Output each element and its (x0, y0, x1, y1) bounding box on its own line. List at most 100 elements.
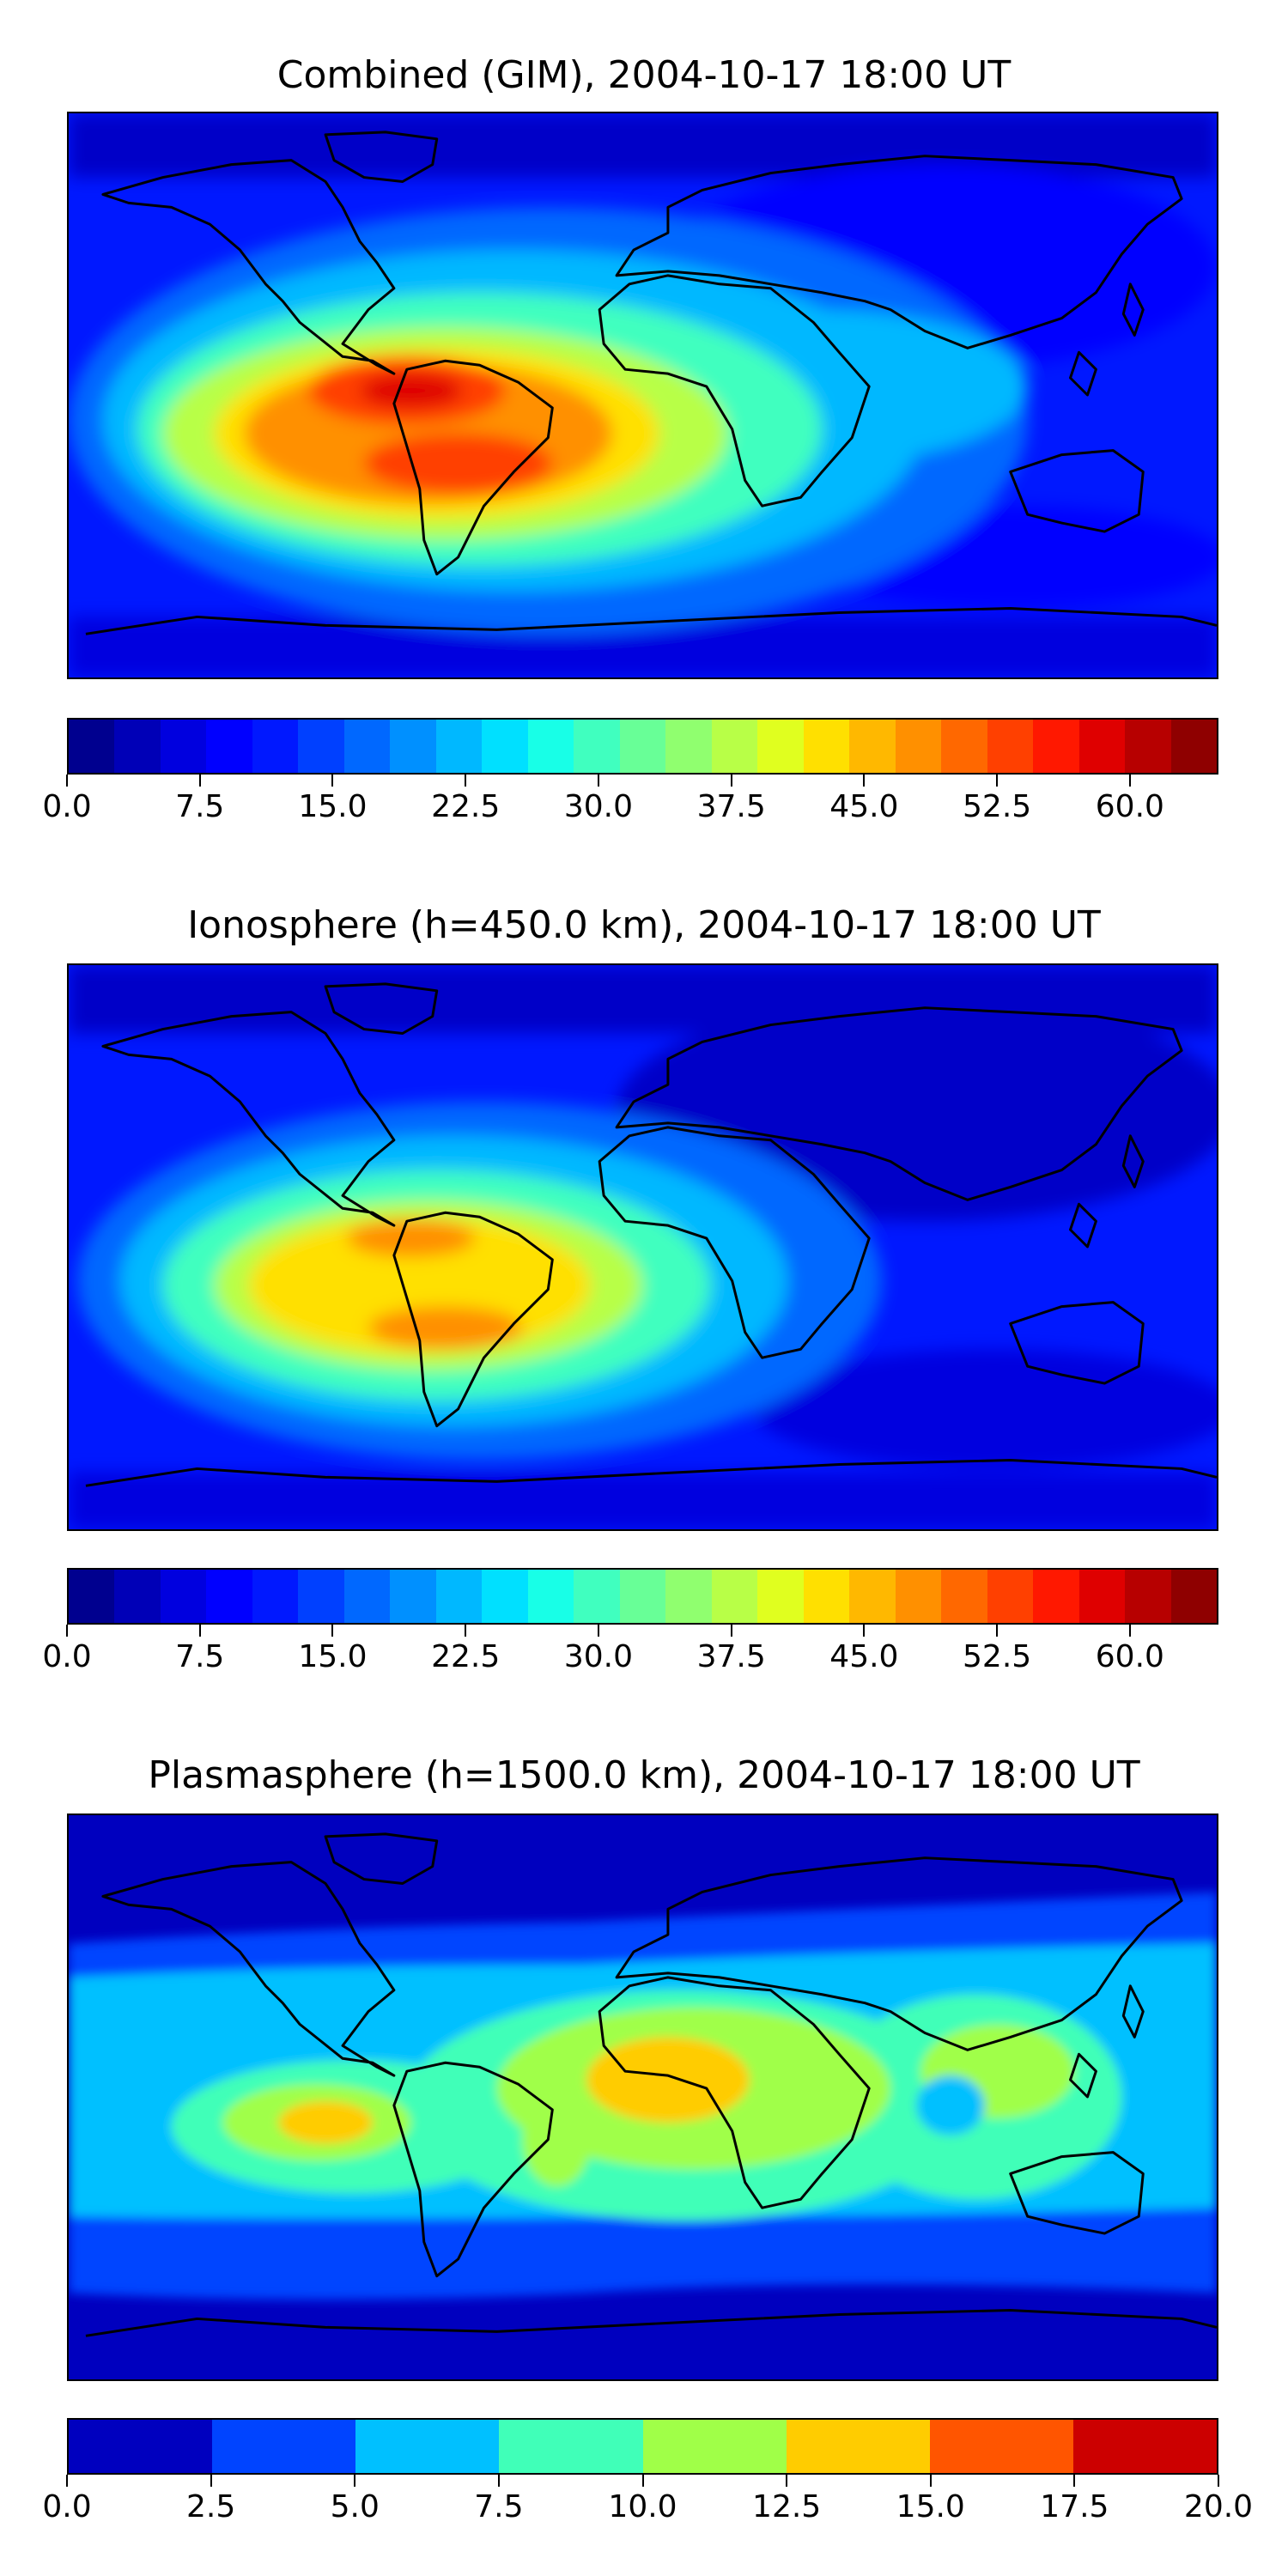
colorbar-segment (435, 1570, 483, 1623)
colorbar-tick-label: 5.0 (330, 2489, 380, 2524)
colorbar-tick-label: 17.5 (1040, 2489, 1109, 2524)
colorbar-segment (206, 1570, 252, 1623)
colorbar-tick (730, 775, 732, 787)
colorbar-segment (895, 1570, 942, 1623)
colorbar-tick-label: 15.0 (298, 789, 368, 824)
colorbar-tick-label: 15.0 (896, 2489, 965, 2524)
colorbar-segment (757, 1570, 804, 1623)
colorbar-segment (1033, 1570, 1079, 1623)
colorbar-segment (252, 720, 299, 773)
colorbar-tick (331, 1625, 334, 1637)
colorbar-segment (619, 1570, 666, 1623)
colorbar-segment (298, 1570, 344, 1623)
colorbar-segment (987, 1570, 1034, 1623)
colorbar-tick (1218, 2475, 1219, 2487)
colorbar-tick-label: 22.5 (431, 1639, 501, 1674)
colorbar-tick (597, 1625, 599, 1637)
colorbar-segment (482, 1570, 528, 1623)
colorbar-segment (298, 720, 344, 773)
colorbar-tick-label: 7.5 (474, 2489, 524, 2524)
colorbar-tick-label: 22.5 (431, 789, 501, 824)
colorbar-segment (665, 1570, 712, 1623)
colorbar-tick-label: 45.0 (829, 1639, 899, 1674)
colorbar-segment (252, 1570, 299, 1623)
colorbar-segment (941, 720, 987, 773)
colorbar-tick (66, 775, 68, 787)
colorbar-tick (786, 2475, 788, 2487)
colorbar-segment (711, 720, 758, 773)
colorbar-tick (331, 775, 334, 787)
colorbar-segment (390, 1570, 436, 1623)
colorbar-tick (863, 775, 866, 787)
colorbar-tick (465, 1625, 467, 1637)
colorbar-tick (1128, 775, 1131, 787)
colorbar-tick-label: 0.0 (42, 789, 92, 824)
colorbar-tick (1128, 1625, 1131, 1637)
colorbar-tick (641, 2475, 644, 2487)
colorbar-segment (849, 720, 896, 773)
colorbar-segment (69, 720, 115, 773)
colorbar-tick-label: 7.5 (175, 1639, 225, 1674)
colorbar-tick-label: 0.0 (42, 2489, 92, 2524)
colorbar-tick (863, 1625, 866, 1637)
panel-2-map (67, 963, 1218, 1531)
colorbar-segment (527, 1570, 574, 1623)
panel-3-title: Plasmasphere (h=1500.0 km), 2004-10-17 1… (148, 1753, 1140, 1797)
colorbar-tick (66, 1625, 68, 1637)
panel-2-colorbar (67, 1568, 1218, 1625)
colorbar-segment (206, 720, 252, 773)
colorbar-segment (114, 1570, 161, 1623)
colorbar-segment (482, 720, 528, 773)
colorbar-segment (114, 720, 161, 773)
colorbar-tick (465, 775, 467, 787)
colorbar-segment (499, 2420, 643, 2473)
colorbar-segment (1078, 1570, 1126, 1623)
colorbar-segment (619, 720, 666, 773)
colorbar-segment (642, 2420, 787, 2473)
colorbar-segment (711, 1570, 758, 1623)
colorbar-tick (354, 2475, 356, 2487)
colorbar-tick (210, 2475, 212, 2487)
colorbar-segment (757, 720, 804, 773)
colorbar-segment (1170, 720, 1217, 773)
colorbar-segment (895, 720, 942, 773)
colorbar-segment (435, 720, 483, 773)
colorbar-tick-label: 52.5 (963, 1639, 1032, 1674)
colorbar-segment (849, 1570, 896, 1623)
colorbar-tick (198, 775, 201, 787)
colorbar-tick-label: 15.0 (298, 1639, 368, 1674)
colorbar-segment (574, 1570, 620, 1623)
colorbar-tick-label: 60.0 (1095, 789, 1164, 824)
colorbar-segment (1078, 720, 1126, 773)
colorbar-segment (160, 1570, 207, 1623)
colorbar-tick-label: 12.5 (752, 2489, 822, 2524)
colorbar-tick (597, 775, 599, 787)
colorbar-tick (996, 775, 999, 787)
colorbar-segment (69, 1570, 115, 1623)
colorbar-segment (941, 1570, 987, 1623)
colorbar-tick (1073, 2475, 1076, 2487)
colorbar-segment (69, 2420, 213, 2473)
colorbar-segment (1033, 720, 1079, 773)
colorbar-tick-label: 60.0 (1095, 1639, 1164, 1674)
panel-2-title: Ionosphere (h=450.0 km), 2004-10-17 18:0… (187, 903, 1101, 947)
colorbar-segment (390, 720, 436, 773)
colorbar-tick (66, 2475, 68, 2487)
colorbar-tick-label: 52.5 (963, 789, 1032, 824)
colorbar-tick-label: 20.0 (1183, 2489, 1254, 2524)
colorbar-segment (786, 2420, 930, 2473)
colorbar-segment (343, 1570, 391, 1623)
colorbar-tick-label: 30.0 (563, 1639, 633, 1674)
panel-1-map (67, 112, 1218, 679)
colorbar-tick (996, 1625, 999, 1637)
colorbar-tick-label: 0.0 (42, 1639, 92, 1674)
colorbar-segment (803, 720, 850, 773)
colorbar-tick (730, 1625, 732, 1637)
colorbar-segment (665, 720, 712, 773)
colorbar-tick (198, 1625, 201, 1637)
colorbar-segment (1072, 2420, 1217, 2473)
colorbar-tick-label: 10.0 (608, 2489, 677, 2524)
colorbar-tick-label: 30.0 (563, 789, 633, 824)
colorbar-tick (497, 2475, 500, 2487)
colorbar-tick-label: 37.5 (696, 1639, 766, 1674)
